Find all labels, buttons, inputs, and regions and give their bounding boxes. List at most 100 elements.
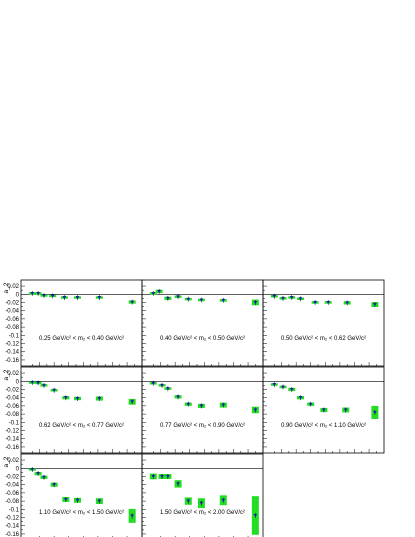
panel-label: 1.50 GeV/c² < m₂ < 2.00 GeV/c² [160, 510, 245, 516]
panel-4: 0.02 0 -0.02 -0.04 -0.06 -0.08 -0.1 -0.12 -0.14 -… [5, 366, 143, 454]
data-point [186, 402, 191, 407]
panel-label: 0.50 GeV/c² < m₂ < 0.62 GeV/c² [281, 336, 366, 342]
data-point [253, 300, 258, 305]
panel-8: 0.40.60.811.21.41.61.50 GeV/c² < m₂ < 2.… [141, 453, 264, 537]
data-point [272, 383, 277, 387]
data-point [36, 291, 40, 296]
data-point [176, 295, 180, 299]
data-point [199, 404, 204, 408]
y-tick-label: -0.04 [5, 396, 19, 402]
data-point [52, 388, 56, 393]
data-point [343, 408, 348, 412]
data-point [42, 293, 46, 298]
y-tick-label: -0.12 [5, 516, 19, 522]
data-point [373, 303, 377, 307]
panel-label: 0.40 GeV/c² < m₂ < 0.50 GeV/c² [160, 336, 245, 342]
data-point [75, 498, 80, 503]
y-tick-label: -0.08 [5, 325, 19, 331]
panel-frame [141, 453, 264, 537]
panel-label: 0.62 GeV/c² < m₂ < 0.77 GeV/c² [39, 423, 124, 429]
y-tick-label: -0.16 [5, 358, 19, 364]
data-point [326, 300, 331, 305]
data-point [30, 380, 35, 385]
data-point [151, 381, 156, 386]
y-tick-label: -0.1 [9, 507, 20, 513]
data-point [157, 289, 161, 294]
data-point [289, 387, 294, 392]
data-point [160, 474, 164, 479]
data-point [30, 467, 35, 472]
panel-frame [20, 366, 143, 454]
y-tick-label: -0.14 [5, 524, 19, 530]
y-tick-label: -0.06 [5, 491, 19, 497]
data-point [42, 383, 46, 388]
data-point [97, 397, 102, 401]
y-tick-label: -0.1 [9, 420, 20, 426]
data-point [221, 498, 226, 503]
y-tick-label: 0.02 [7, 284, 19, 290]
y-tick-label: -0.14 [5, 437, 19, 443]
data-point [166, 387, 170, 391]
data-point [62, 296, 67, 300]
data-point [298, 297, 303, 301]
data-point [130, 300, 134, 304]
y-tick-label: -0.1 [9, 333, 20, 339]
data-point [36, 472, 40, 476]
data-point [97, 499, 102, 503]
y-tick-label: -0.12 [5, 429, 19, 435]
y-tick-label: 0 [16, 466, 20, 472]
data-point [272, 294, 277, 299]
y-tick-label: -0.16 [5, 532, 19, 537]
data-point [166, 474, 170, 479]
data-point [166, 296, 170, 301]
y-tick-label: -0.06 [5, 317, 19, 323]
data-point [199, 298, 204, 302]
y-tick-label: -0.04 [5, 309, 19, 315]
panel-label: 0.77 GeV/c² < m₂ < 0.90 GeV/c² [160, 423, 245, 429]
data-point [322, 408, 326, 412]
data-point [221, 298, 226, 303]
y-tick-label: -0.02 [5, 474, 19, 480]
data-point [160, 383, 164, 388]
data-point [64, 396, 68, 400]
data-point [75, 296, 80, 300]
data-point [281, 385, 285, 389]
panel-6: 0.90 GeV/c² < m₂ < 1.10 GeV/c² [262, 366, 385, 454]
y-tick-label: -0.12 [5, 342, 19, 348]
panel-label: 1.10 GeV/c² < m₂ < 1.50 GeV/c² [39, 510, 124, 516]
panel-2: 0.40 GeV/c² < m₂ < 0.50 GeV/c² [141, 279, 264, 367]
data-point [345, 301, 349, 305]
y-axis-title: a_2 [3, 282, 10, 293]
y-tick-label: -0.08 [5, 412, 19, 418]
data-point [151, 291, 156, 296]
data-point [289, 296, 294, 300]
data-point [253, 408, 258, 412]
data-point [130, 514, 134, 518]
panel-label: 0.90 GeV/c² < m₂ < 1.10 GeV/c² [281, 423, 366, 429]
data-point [52, 483, 56, 487]
data-point [130, 400, 134, 404]
y-tick-label: 0.02 [7, 458, 19, 464]
data-point [373, 410, 377, 415]
data-point [75, 397, 80, 401]
y-tick-label: 0 [16, 292, 20, 298]
data-point [97, 296, 102, 300]
data-point [176, 482, 180, 486]
data-point [186, 499, 191, 503]
panel-5: 0.77 GeV/c² < m₂ < 0.90 GeV/c² [141, 366, 264, 454]
y-tick-label: -0.16 [5, 445, 19, 451]
data-point [30, 291, 35, 296]
y-tick-label: -0.04 [5, 483, 19, 489]
y-axis-title: a_2 [3, 456, 10, 467]
data-point [281, 296, 285, 301]
data-point [42, 475, 46, 480]
panel-7: 0.02 0 -0.02 -0.04 -0.06 -0.08 -0.1 -0.12 -0.14 -… [5, 453, 143, 537]
data-point [298, 396, 303, 400]
y-tick-label: 0.02 [7, 371, 19, 377]
panel-3: 0.50 GeV/c² < m₂ < 0.62 GeV/c² [262, 279, 385, 367]
panel-label: 0.25 GeV/c² < m₂ < 0.40 GeV/c² [39, 336, 124, 342]
y-tick-label: -0.08 [5, 499, 19, 505]
data-point [36, 381, 40, 385]
data-point [199, 501, 204, 505]
